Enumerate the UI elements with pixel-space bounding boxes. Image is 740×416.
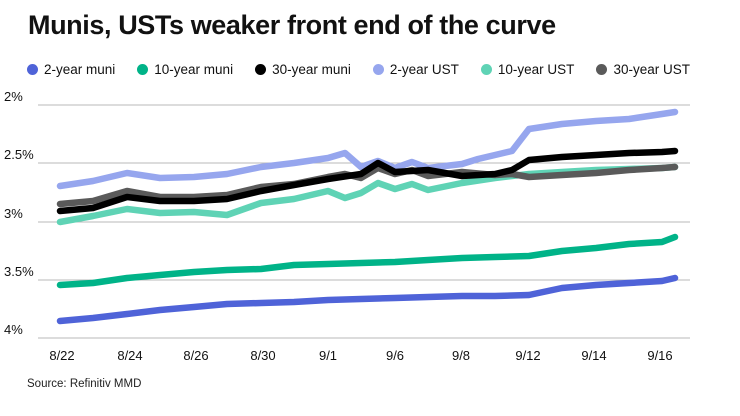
x-axis-tick-label: 8/22 [49,348,75,363]
x-axis-tick-label: 9/1 [318,348,338,363]
legend-swatch-icon [137,64,149,75]
y-axis-tick-label: 3.5% [4,264,34,279]
legend-swatch-icon [372,64,384,75]
series-line [56,274,679,325]
legend-swatch-icon [255,64,267,75]
y-axis-tick-label: 2.5% [4,147,34,162]
legend-swatch-icon [480,64,492,75]
y-axis-tick-label: 4% [4,322,23,337]
chart-legend: 2-year muni 10-year muni 30-year muni 2-yea… [27,62,712,77]
page-title: Munis, USTs weaker front end of the curv… [28,10,556,40]
legend-item-label: 2-year UST [389,62,459,77]
x-axis-tick-label: 8/24 [117,348,143,363]
series-line [56,233,679,289]
source-note: Source: Refinitiv MMD [27,378,142,390]
legend-swatch-icon [27,64,38,75]
series-lines [56,108,679,325]
x-axis-tick-label: 9/8 [451,348,471,363]
legend-item-label: 2-year muni [44,62,116,77]
x-axis-tick-label: 9/6 [385,348,405,363]
legend-item[interactable]: 30-year muni [255,62,351,77]
legend-item[interactable]: 2-year muni [27,62,115,77]
y-axis-tick-label: 2% [4,89,23,104]
gridlines [38,104,690,339]
x-axis-tick-label: 8/26 [183,348,209,363]
series-line [56,108,679,190]
legend-item[interactable]: 10-year muni [137,62,233,77]
legend-item-label: 30-year muni [272,62,351,77]
legend-item[interactable]: 30-year UST [596,62,690,77]
x-axis-tick-label: 8/30 [250,348,276,363]
y-axis-tick-label: 3% [4,206,23,221]
x-axis-tick-label: 9/14 [581,348,607,363]
x-axis-tick-label: 9/16 [647,348,673,363]
legend-item-label: 10-year muni [154,62,234,77]
legend-item[interactable]: 10-year UST [480,62,575,77]
legend-item-label: 10-year UST [497,62,575,77]
series-line [56,147,679,215]
legend-item[interactable]: 2-year UST [372,62,459,77]
legend-item-label: 30-year UST [613,62,690,77]
x-axis-tick-label: 9/12 [515,348,541,363]
legend-swatch-icon [596,64,608,75]
